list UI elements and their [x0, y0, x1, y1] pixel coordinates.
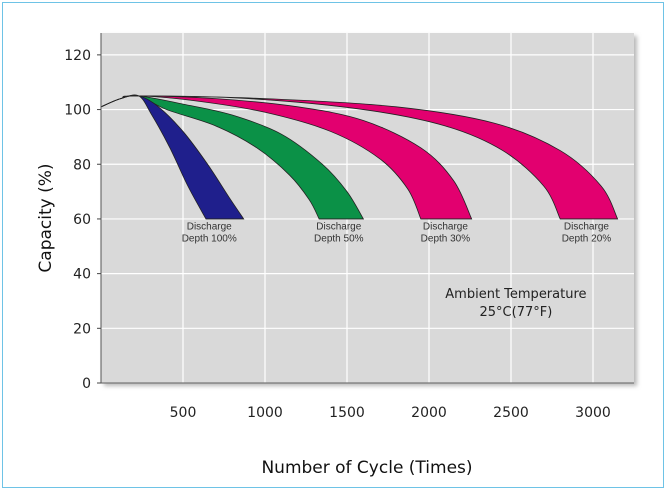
y-tick-label-0: 0	[82, 376, 91, 392]
y-tick-label-80: 80	[73, 157, 91, 173]
curve-label-1-line1: Discharge	[187, 221, 232, 232]
curve-label-3-line1: Discharge	[423, 221, 468, 232]
y-axis-title: Capacity (%)	[36, 163, 56, 272]
series-area-2	[100, 94, 365, 220]
curve-label-4-line2: Depth 20%	[562, 233, 612, 244]
annotation-temperature-line2: 25°C(77°F)	[480, 305, 553, 320]
y-tick-label-60: 60	[73, 212, 91, 228]
x-tick-label-2500: 2500	[493, 405, 529, 421]
plot-background	[101, 33, 634, 383]
axes: 0 20 40 60 80 100 120 500 1000 1500 2000 2500 3000	[64, 33, 634, 421]
x-tick-label-1000: 1000	[247, 405, 283, 421]
y-tick-label-100: 100	[64, 103, 91, 119]
curve-label-2-line2: Depth 50%	[314, 233, 364, 244]
series-areas	[100, 94, 619, 220]
y-tick-label-20: 20	[73, 321, 91, 337]
x-tick-label-3000: 3000	[575, 405, 611, 421]
chart-frame: 0 20 40 60 80 100 120 500 1000 1500 2000 2500 3000 D…	[2, 2, 664, 488]
series-area-3	[100, 95, 473, 220]
y-tick-label-120: 120	[64, 48, 91, 64]
y-tick-label-40: 40	[73, 267, 91, 283]
cycle-life-chart: 0 20 40 60 80 100 120 500 1000 1500 2000 2500 3000 D…	[36, 33, 634, 478]
curve-label-3-line2: Depth 30%	[421, 233, 471, 244]
annotation-temperature-line1: Ambient Temperature	[445, 287, 586, 302]
curve-label-2-line1: Discharge	[316, 221, 361, 232]
curve-label-1-line2: Depth 100%	[182, 233, 237, 244]
curve-label-4-line1: Discharge	[564, 221, 609, 232]
series-area-4	[100, 95, 619, 220]
x-tick-label-1500: 1500	[329, 405, 365, 421]
x-tick-label-2000: 2000	[411, 405, 447, 421]
x-axis-title: Number of Cycle (Times)	[261, 458, 472, 478]
x-tick-label-500: 500	[170, 405, 197, 421]
series-area-1	[100, 94, 245, 220]
